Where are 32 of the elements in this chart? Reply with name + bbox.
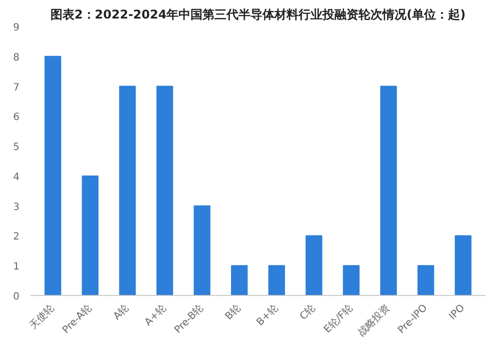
bar <box>380 86 397 296</box>
bar <box>82 175 99 296</box>
y-tick-label: 3 <box>13 202 20 213</box>
y-tick-label: 2 <box>13 232 20 243</box>
bar <box>417 265 434 296</box>
x-tick-label: IPO <box>447 302 468 322</box>
y-tick-label: 0 <box>13 292 20 302</box>
x-tick-label: A+轮 <box>142 302 169 328</box>
y-tick-label: 9 <box>13 22 20 34</box>
y-tick-label: 5 <box>13 142 20 154</box>
bar <box>194 205 210 296</box>
x-tick-label: B+轮 <box>254 302 281 328</box>
bar <box>268 265 285 296</box>
x-tick-label: C轮 <box>297 302 318 322</box>
bar <box>342 265 360 296</box>
bar <box>231 265 248 296</box>
bar <box>119 86 136 296</box>
y-tick-label: 1 <box>13 262 20 273</box>
x-tick-label: B轮 <box>222 302 244 322</box>
x-tick-label: 战略投资 <box>356 302 392 339</box>
y-tick-label: 7 <box>13 82 20 94</box>
chart-title: 图表2：2022-2024年中国第三代半导体材料行业投融资轮次情况(单位：起) <box>50 8 466 22</box>
bar <box>156 86 174 296</box>
y-tick-label: 8 <box>13 52 20 64</box>
bar <box>44 56 62 296</box>
y-tick-label: 4 <box>13 172 20 183</box>
y-tick-label: 6 <box>13 112 20 124</box>
x-tick-label: 天使轮 <box>27 302 57 332</box>
x-tick-label: A轮 <box>110 302 132 322</box>
bar <box>306 235 322 296</box>
x-tick-label: E轮/F轮 <box>322 302 356 336</box>
bar <box>454 235 472 296</box>
